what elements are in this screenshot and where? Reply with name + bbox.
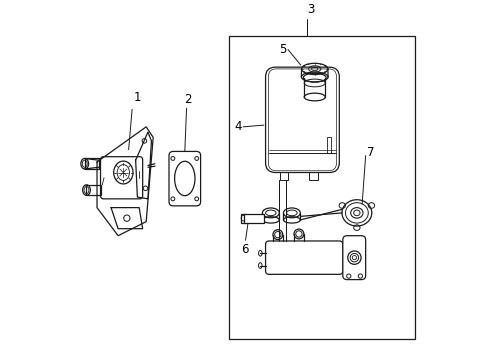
Text: 2: 2 — [184, 93, 192, 106]
Bar — [86, 185, 101, 195]
FancyBboxPatch shape — [265, 67, 339, 172]
Bar — [279, 172, 288, 180]
Text: 1: 1 — [133, 91, 141, 104]
Bar — [326, 138, 330, 153]
FancyBboxPatch shape — [265, 241, 342, 274]
Text: 5: 5 — [279, 43, 286, 56]
Bar — [309, 172, 318, 180]
Text: 7: 7 — [366, 146, 373, 159]
Bar — [241, 213, 245, 223]
FancyBboxPatch shape — [342, 236, 365, 280]
Text: 6: 6 — [240, 243, 248, 256]
Text: 3: 3 — [306, 3, 313, 16]
Bar — [84, 158, 99, 169]
Bar — [228, 36, 414, 339]
Bar — [244, 213, 263, 223]
Text: 4: 4 — [234, 120, 242, 133]
